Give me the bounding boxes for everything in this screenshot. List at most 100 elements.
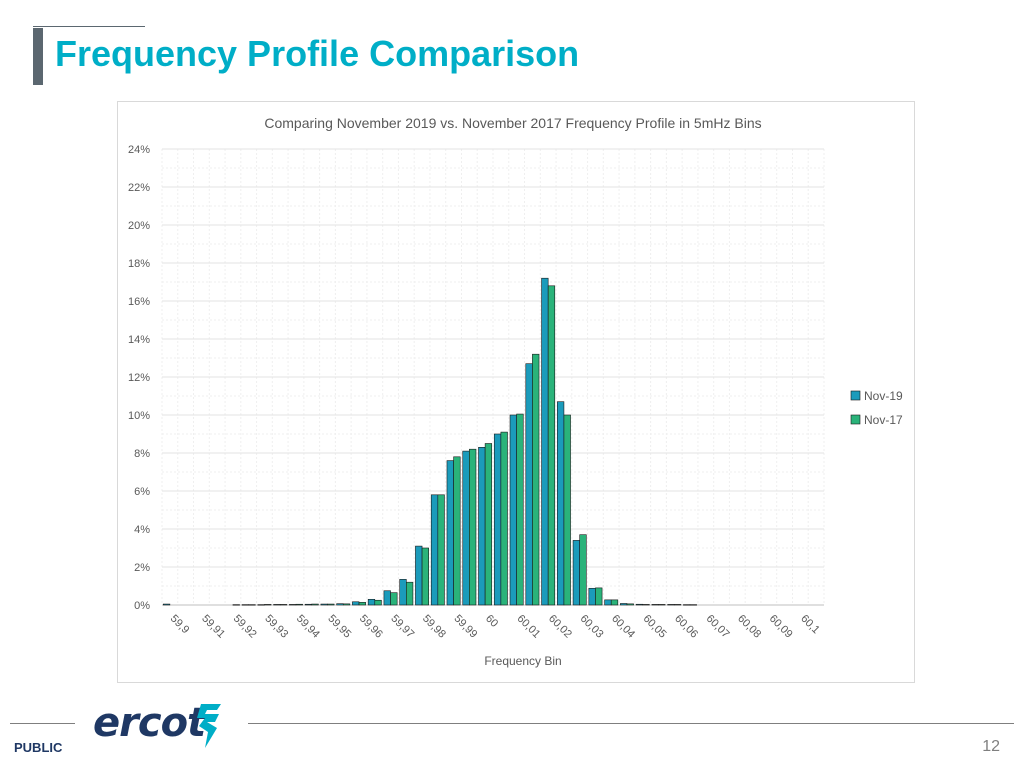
bar-nov-19 [289,604,297,606]
bar-nov-17 [469,448,477,606]
x-tick-label: 59,99 [451,613,479,641]
bar-nov-17 [232,604,240,606]
page-number: 12 [982,738,1000,755]
bar-nov-17 [264,604,272,606]
x-tick-label: 60,06 [672,613,700,641]
bar-nov-17 [547,285,556,606]
x-tick-label: 60,03 [578,613,606,641]
bar-nov-17 [500,431,508,606]
legend-swatch-nov-19 [850,390,861,401]
legend-label-nov-17: Nov-17 [864,413,903,427]
bar-nov-19 [336,603,344,606]
bar-nov-17 [626,603,634,606]
bar-nov-19 [304,603,313,606]
bar-nov-17 [516,413,524,606]
bar-nov-17 [453,456,461,606]
bar-nov-19 [683,604,691,606]
bar-nov-17 [595,587,603,606]
y-tick-label: 4% [134,524,150,536]
x-tick-label: 60 [483,613,500,630]
bar-nov-17 [342,603,351,606]
legend-label-nov-19: Nov-19 [864,389,903,403]
x-tick-label: 60,04 [609,613,637,641]
bar-nov-19 [383,590,391,606]
ercot-logo: ercot [93,698,243,756]
bar-nov-17 [327,603,335,606]
bar-nov-17 [532,353,540,606]
bar-nov-19 [162,603,171,606]
y-tick-label: 12% [128,372,150,384]
x-tick-label: 59,92 [231,613,259,641]
x-tick-label: 60,09 [767,613,795,641]
bar-nov-19 [557,401,565,606]
bar-nov-19 [415,545,423,606]
bar-nov-17 [689,604,697,606]
bar-nov-19 [667,604,675,606]
bar-nov-17 [279,604,288,606]
y-tick-label: 20% [128,220,150,232]
bar-nov-19 [651,604,659,606]
bar-nov-17 [673,604,682,606]
x-tick-label: 59,91 [199,613,227,641]
chart-frame: 0% 2% 4% 6% 8% 10% 12% 14% 16% 18% 20% 22% 24% 59,9 59… [117,101,915,683]
title-rule [33,26,145,27]
x-tick-label: 59,94 [294,613,322,641]
bar-nov-17 [421,547,429,606]
bar-nov-17 [248,604,256,606]
y-tick-label: 0% [134,600,150,612]
bar-nov-19 [446,460,454,606]
chart-title: Comparing November 2019 vs. November 201… [264,115,761,131]
x-tick-label: 60,01 [515,613,543,641]
y-tick-label: 8% [134,448,150,460]
bar-nov-17 [390,592,398,606]
bar-nov-19 [525,363,533,606]
y-tick-label: 24% [128,144,150,156]
title-accent-bar [33,28,43,85]
y-tick-label: 16% [128,296,150,308]
x-tick-label: 59,96 [357,613,385,641]
bar-nov-17 [311,603,319,606]
footer-divider-right [248,723,1014,724]
x-tick-label: 60,08 [735,613,763,641]
y-tick-label: 14% [128,334,150,346]
frequency-profile-chart: 0% 2% 4% 6% 8% 10% 12% 14% 16% 18% 20% 22% 24% 59,9 59… [128,115,903,668]
bar-nov-17 [658,604,666,606]
bar-nov-17 [295,603,303,606]
bar-nov-17 [437,494,445,606]
bar-nov-19 [541,277,549,606]
bar-nov-19 [620,603,628,606]
x-tick-label: 59,95 [325,613,353,641]
bar-nov-19 [635,603,644,606]
bar-nov-19 [572,540,580,606]
bar-nov-19 [430,494,439,606]
x-tick-label: 60,05 [641,613,669,641]
y-tick-label: 18% [128,258,150,270]
bar-nov-17 [610,599,619,606]
x-tick-label: 60,1 [798,613,822,637]
bar-nov-19 [273,604,281,606]
bar-nov-19 [462,450,470,606]
y-tick-label: 2% [134,562,150,574]
bar-nov-19 [352,601,360,606]
bar-nov-19 [588,587,596,606]
bar-nov-19 [367,598,376,606]
x-axis-label: Frequency Bin [484,654,561,668]
y-tick-label: 10% [128,410,150,422]
bar-nov-19 [241,604,249,606]
y-tick-label: 6% [134,486,150,498]
legend-swatch-nov-17 [850,414,861,425]
x-tick-label: 59,9 [168,613,192,637]
bar-nov-17 [579,534,587,606]
logo-text: ercot [93,700,206,746]
bar-nov-19 [257,604,265,606]
page-title: Frequency Profile Comparison [55,33,580,74]
bar-nov-19 [509,414,517,606]
bar-nov-17 [484,443,493,606]
lightning-bolt-icon [197,704,221,748]
bar-nov-19 [493,433,502,606]
x-tick-label: 59,98 [420,613,448,641]
bar-nov-17 [563,414,571,606]
x-tick-label: 60,07 [704,613,732,641]
bar-nov-17 [642,604,650,606]
bar-nov-17 [406,581,414,606]
